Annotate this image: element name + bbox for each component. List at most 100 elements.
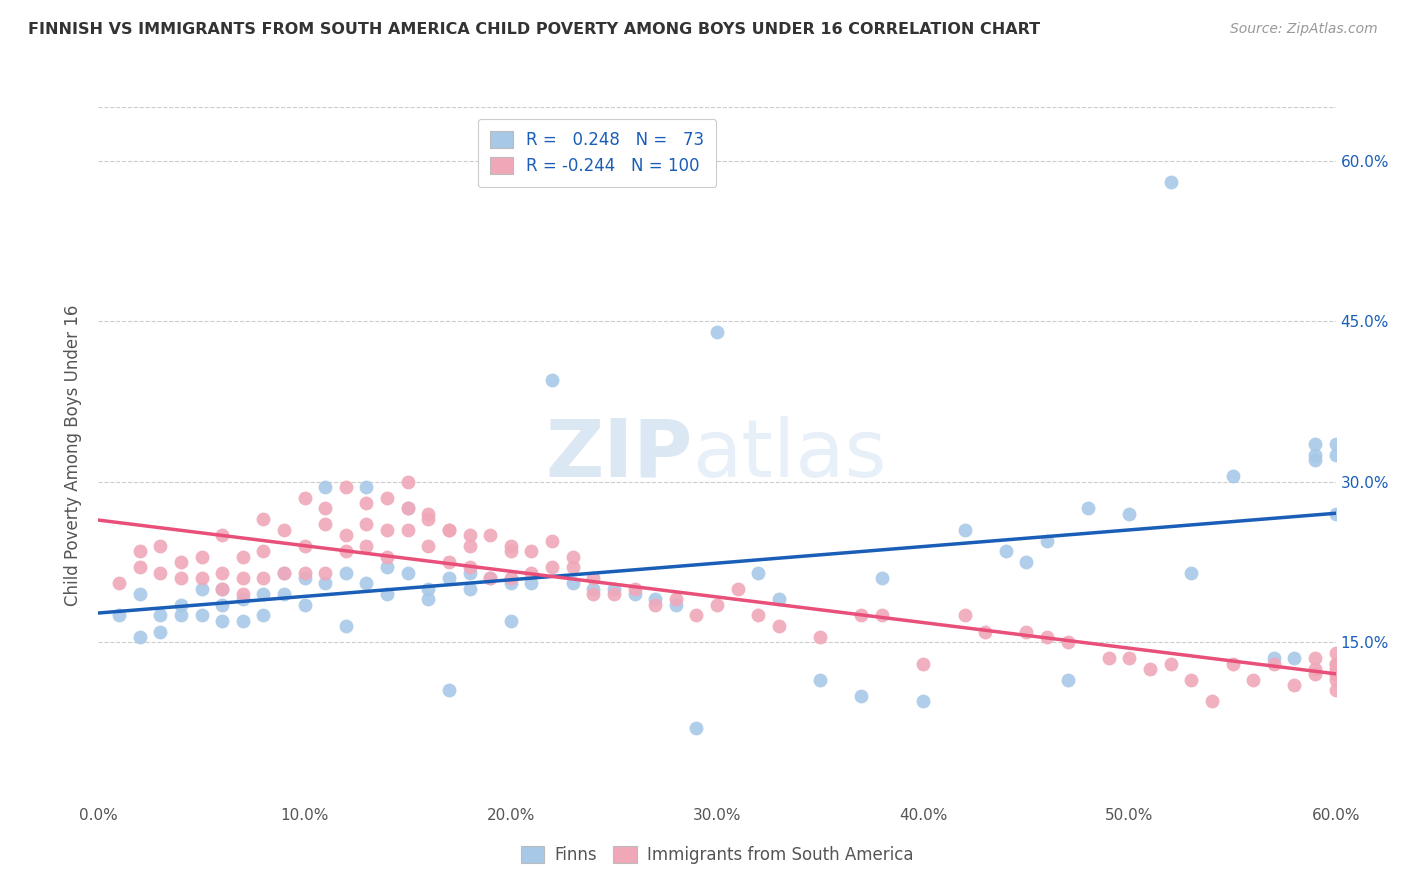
Y-axis label: Child Poverty Among Boys Under 16: Child Poverty Among Boys Under 16 xyxy=(65,304,83,606)
Point xyxy=(356,480,378,494)
Point xyxy=(520,544,543,558)
Point xyxy=(582,587,605,601)
Point xyxy=(314,501,336,516)
Point xyxy=(335,528,357,542)
Text: atlas: atlas xyxy=(692,416,887,494)
Point xyxy=(479,571,502,585)
Point xyxy=(170,571,193,585)
Point xyxy=(1180,673,1202,687)
Point xyxy=(1324,662,1347,676)
Point xyxy=(520,576,543,591)
Point xyxy=(603,582,626,596)
Point xyxy=(1303,448,1326,462)
Point xyxy=(1077,501,1099,516)
Point xyxy=(1036,630,1059,644)
Point xyxy=(273,566,295,580)
Point xyxy=(1139,662,1161,676)
Point xyxy=(252,571,274,585)
Point xyxy=(190,608,212,623)
Point xyxy=(252,587,274,601)
Text: FINNISH VS IMMIGRANTS FROM SOUTH AMERICA CHILD POVERTY AMONG BOYS UNDER 16 CORRE: FINNISH VS IMMIGRANTS FROM SOUTH AMERICA… xyxy=(28,22,1040,37)
Point xyxy=(582,582,605,596)
Point xyxy=(1303,453,1326,467)
Point xyxy=(418,592,440,607)
Point xyxy=(768,592,790,607)
Point xyxy=(252,544,274,558)
Point xyxy=(232,587,254,601)
Point xyxy=(1324,657,1347,671)
Point xyxy=(1056,635,1078,649)
Point xyxy=(170,598,193,612)
Point xyxy=(706,598,728,612)
Point xyxy=(149,539,172,553)
Point xyxy=(870,608,893,623)
Point xyxy=(211,566,233,580)
Point xyxy=(870,571,893,585)
Point xyxy=(108,608,131,623)
Point xyxy=(149,624,172,639)
Point xyxy=(190,549,212,564)
Point xyxy=(1324,657,1347,671)
Point xyxy=(375,523,398,537)
Point xyxy=(1324,646,1347,660)
Point xyxy=(1160,657,1182,671)
Text: ZIP: ZIP xyxy=(546,416,692,494)
Point xyxy=(211,582,233,596)
Point xyxy=(561,549,583,564)
Point xyxy=(396,501,419,516)
Point xyxy=(851,689,873,703)
Point xyxy=(294,539,316,553)
Point xyxy=(190,571,212,585)
Point xyxy=(458,582,481,596)
Point xyxy=(644,598,666,612)
Point xyxy=(273,587,295,601)
Point xyxy=(273,523,295,537)
Point xyxy=(1222,657,1244,671)
Point xyxy=(211,598,233,612)
Point xyxy=(499,576,522,591)
Point xyxy=(211,614,233,628)
Point xyxy=(1324,673,1347,687)
Point xyxy=(1098,651,1121,665)
Point xyxy=(1118,651,1140,665)
Point xyxy=(190,582,212,596)
Point xyxy=(314,576,336,591)
Point xyxy=(1303,662,1326,676)
Point xyxy=(1036,533,1059,548)
Point xyxy=(356,576,378,591)
Point xyxy=(1303,437,1326,451)
Point xyxy=(479,528,502,542)
Point xyxy=(1222,469,1244,483)
Point xyxy=(520,566,543,580)
Point xyxy=(1324,437,1347,451)
Point xyxy=(747,566,769,580)
Point xyxy=(418,539,440,553)
Point xyxy=(314,566,336,580)
Point xyxy=(314,480,336,494)
Point xyxy=(232,571,254,585)
Point xyxy=(356,496,378,510)
Point xyxy=(706,325,728,339)
Point xyxy=(458,528,481,542)
Point xyxy=(1324,667,1347,681)
Point xyxy=(499,571,522,585)
Point xyxy=(437,571,460,585)
Point xyxy=(335,619,357,633)
Point xyxy=(1324,683,1347,698)
Point xyxy=(294,491,316,505)
Point xyxy=(356,539,378,553)
Point xyxy=(727,582,749,596)
Point xyxy=(149,608,172,623)
Point xyxy=(994,544,1017,558)
Point xyxy=(665,598,688,612)
Point xyxy=(499,614,522,628)
Point xyxy=(541,373,564,387)
Point xyxy=(396,501,419,516)
Point xyxy=(335,566,357,580)
Point xyxy=(1160,175,1182,189)
Point xyxy=(623,587,645,601)
Point xyxy=(499,539,522,553)
Point xyxy=(1241,673,1264,687)
Point xyxy=(108,576,131,591)
Point xyxy=(1324,448,1347,462)
